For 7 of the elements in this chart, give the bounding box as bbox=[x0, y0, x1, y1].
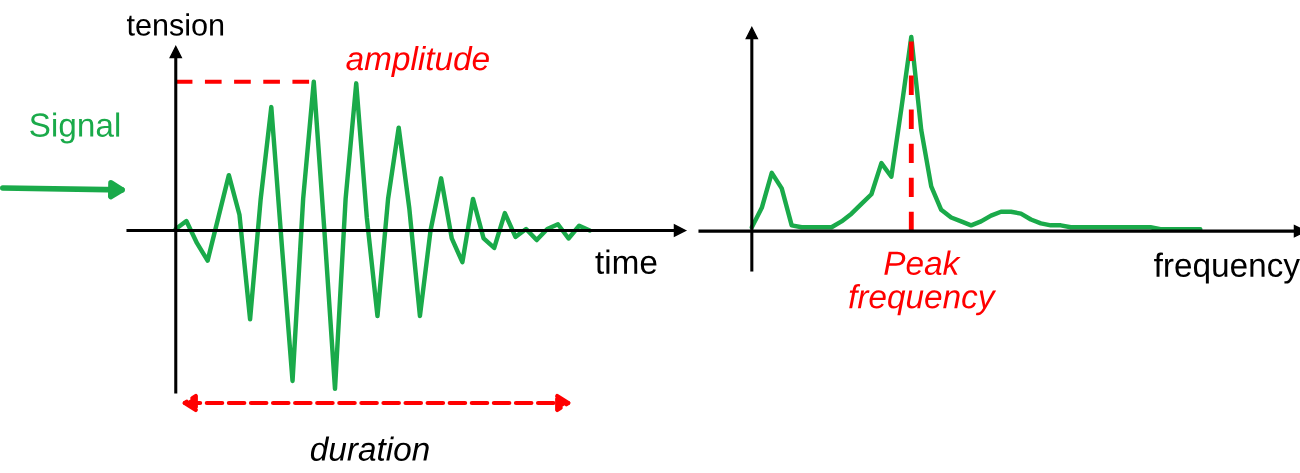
y-axis-title: tension bbox=[126, 13, 224, 36]
ref-line-label: amplitude bbox=[346, 45, 489, 78]
text: Signal bbox=[30, 112, 120, 144]
x-axis-title: frequency bbox=[1154, 252, 1300, 284]
x-axis-title: time bbox=[595, 249, 657, 275]
text: Peak frequency bbox=[849, 250, 997, 316]
text: duration bbox=[310, 436, 429, 461]
